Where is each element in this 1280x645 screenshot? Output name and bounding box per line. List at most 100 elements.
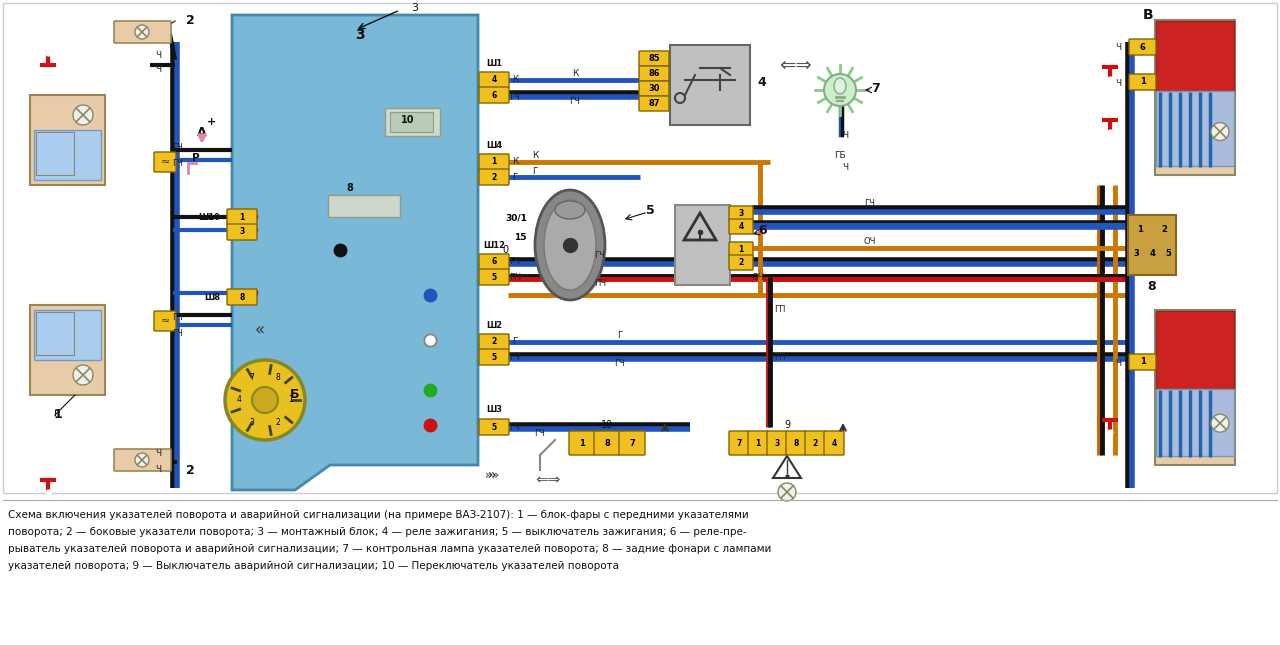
- Text: Г: Г: [512, 337, 517, 346]
- Text: Ч: Ч: [155, 50, 161, 59]
- FancyBboxPatch shape: [824, 431, 844, 455]
- Text: ОЧ: ОЧ: [864, 237, 877, 246]
- Text: 4: 4: [832, 439, 837, 448]
- Text: Ч: Ч: [155, 466, 161, 475]
- Bar: [1156, 21, 1234, 91]
- Text: 3: 3: [250, 418, 255, 427]
- Bar: [390, 112, 433, 132]
- Text: 10: 10: [401, 115, 415, 125]
- FancyBboxPatch shape: [479, 169, 509, 185]
- FancyBboxPatch shape: [479, 254, 509, 270]
- Text: 3: 3: [739, 209, 744, 218]
- Text: 8: 8: [347, 183, 353, 193]
- Circle shape: [134, 25, 148, 39]
- Text: ГП: ГП: [774, 353, 786, 361]
- Text: 2: 2: [813, 439, 818, 448]
- FancyBboxPatch shape: [786, 431, 806, 455]
- FancyBboxPatch shape: [227, 209, 257, 225]
- Bar: [36, 132, 74, 175]
- Text: 7: 7: [736, 439, 741, 448]
- Text: ГЧ: ГЧ: [173, 159, 183, 168]
- Text: 8: 8: [239, 292, 244, 301]
- FancyBboxPatch shape: [620, 431, 645, 455]
- Text: 5: 5: [492, 353, 497, 361]
- FancyBboxPatch shape: [805, 431, 826, 455]
- Text: поворота; 2 — боковые указатели поворота; 3 — монтажный блок; 4 — реле зажигания: поворота; 2 — боковые указатели поворота…: [8, 527, 746, 537]
- Text: ГЧ: ГЧ: [173, 313, 183, 322]
- Text: 3: 3: [774, 439, 780, 448]
- Text: 1: 1: [54, 408, 63, 421]
- Text: ОЧ: ОЧ: [751, 273, 764, 283]
- Bar: [328, 195, 399, 217]
- Text: 30/1: 30/1: [506, 213, 527, 223]
- Text: 1: 1: [239, 212, 244, 221]
- Bar: [35, 310, 101, 360]
- Text: Г: Г: [617, 332, 623, 341]
- Circle shape: [1211, 414, 1229, 432]
- Text: К: К: [572, 70, 579, 79]
- Text: Б: Б: [291, 388, 300, 401]
- Text: 4: 4: [758, 77, 767, 90]
- Text: 0: 0: [502, 245, 508, 255]
- Text: 1: 1: [1139, 77, 1146, 86]
- Text: ≈: ≈: [160, 157, 170, 167]
- FancyBboxPatch shape: [479, 419, 509, 435]
- Text: 2: 2: [186, 14, 195, 26]
- Text: 2: 2: [1161, 226, 1167, 235]
- Text: 4: 4: [1149, 248, 1155, 257]
- Bar: [36, 312, 74, 355]
- Text: 1: 1: [1139, 357, 1146, 366]
- Text: 7: 7: [630, 439, 635, 448]
- Text: 15: 15: [515, 233, 527, 243]
- Bar: [1128, 215, 1176, 275]
- FancyBboxPatch shape: [227, 224, 257, 240]
- FancyBboxPatch shape: [639, 81, 669, 96]
- FancyBboxPatch shape: [748, 431, 768, 455]
- Text: 1: 1: [579, 439, 585, 448]
- Circle shape: [225, 360, 305, 440]
- Text: 5: 5: [1165, 248, 1171, 257]
- Text: 3: 3: [411, 3, 419, 13]
- FancyBboxPatch shape: [767, 431, 787, 455]
- Text: 87: 87: [648, 99, 659, 108]
- Bar: [1156, 388, 1234, 456]
- Text: 2: 2: [492, 172, 497, 181]
- Text: P: P: [192, 153, 200, 163]
- Text: 85: 85: [648, 54, 659, 63]
- Text: ГЧ: ГЧ: [570, 97, 580, 106]
- FancyBboxPatch shape: [1129, 354, 1156, 370]
- Bar: [1156, 91, 1234, 166]
- Text: 1: 1: [492, 157, 497, 166]
- Text: 1: 1: [1137, 226, 1143, 235]
- Text: ГЧ: ГЧ: [595, 252, 605, 261]
- FancyBboxPatch shape: [479, 334, 509, 350]
- Text: рыватель указателей поворота и аварийной сигнализации; 7 — контрольная лампа ука: рыватель указателей поворота и аварийной…: [8, 544, 772, 554]
- Ellipse shape: [535, 190, 605, 300]
- Circle shape: [1211, 123, 1229, 141]
- Circle shape: [824, 74, 856, 106]
- FancyBboxPatch shape: [1129, 74, 1156, 90]
- Text: ГЧ: ГЧ: [509, 257, 521, 266]
- Text: 6: 6: [492, 257, 497, 266]
- Text: 5: 5: [645, 204, 654, 217]
- Text: ГЧ: ГЧ: [509, 422, 521, 432]
- Text: ГЧ: ГЧ: [509, 92, 521, 101]
- Bar: [35, 130, 101, 180]
- Text: Ч: Ч: [1115, 43, 1121, 52]
- FancyBboxPatch shape: [730, 242, 753, 257]
- Text: 30: 30: [648, 84, 659, 93]
- Text: ГЧ: ГЧ: [173, 143, 183, 152]
- Ellipse shape: [544, 200, 596, 290]
- Text: Ш8: Ш8: [204, 292, 220, 301]
- FancyBboxPatch shape: [114, 21, 172, 43]
- Text: 4: 4: [237, 395, 242, 404]
- Text: ГБ: ГБ: [835, 150, 846, 159]
- Text: 8: 8: [1148, 281, 1156, 293]
- Text: 5: 5: [492, 272, 497, 281]
- Text: 86: 86: [648, 69, 659, 78]
- FancyBboxPatch shape: [639, 96, 669, 111]
- Circle shape: [134, 453, 148, 467]
- Text: »: »: [488, 468, 497, 482]
- Polygon shape: [232, 15, 477, 490]
- Text: 1: 1: [739, 245, 744, 254]
